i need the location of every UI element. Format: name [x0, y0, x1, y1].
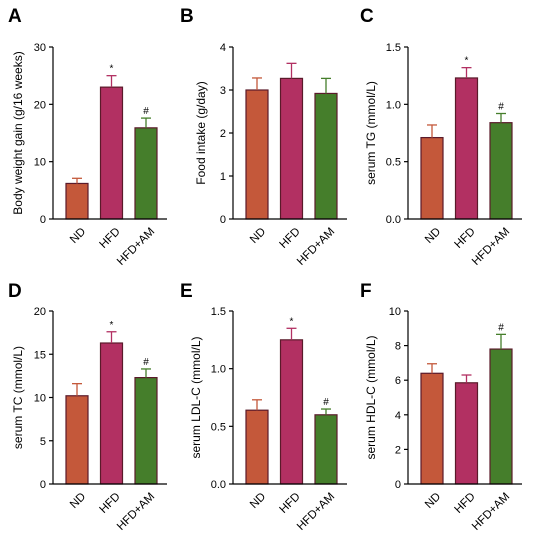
y-axis-label-a: Body weight gain (g/16 weeks) — [11, 51, 25, 214]
bar-b-1 — [245, 89, 269, 220]
y-tick-label-f: 2 — [395, 444, 401, 456]
y-tick-label-a: 20 — [34, 99, 46, 111]
category-label-f-3: HFD+AM — [470, 491, 512, 533]
significance-mark-a-2: * — [110, 64, 114, 75]
category-label-d-3: HFD+AM — [115, 491, 157, 533]
y-tick-label-f: 8 — [395, 341, 401, 353]
category-label-e-3: HFD+AM — [295, 491, 337, 533]
bar-f-3 — [489, 348, 513, 485]
panel-letter-f: F — [360, 281, 372, 302]
y-tick-label-a: 0 — [40, 214, 46, 226]
y-tick-label-a: 10 — [34, 157, 46, 169]
bar-e-2 — [279, 339, 304, 485]
category-label-f-2: HFD — [453, 491, 478, 516]
bar-a-1 — [65, 182, 89, 220]
y-tick-label-b: 0 — [220, 214, 226, 226]
bar-f-2 — [454, 382, 479, 485]
y-tick-label-e: 0.0 — [211, 479, 226, 491]
y-tick-label-e: 1.5 — [211, 306, 226, 318]
bar-a-2 — [99, 86, 124, 220]
significance-mark-f-3: # — [498, 322, 504, 333]
category-label-a-2: HFD — [98, 226, 123, 251]
y-tick-label-b: 1 — [220, 171, 226, 183]
y-tick-label-f: 4 — [395, 410, 401, 422]
category-label-b-2: HFD — [278, 226, 303, 251]
y-tick-label-f: 6 — [395, 375, 401, 387]
significance-mark-c-2: * — [465, 56, 469, 67]
bar-e-3 — [314, 414, 338, 485]
panel-letter-d: D — [8, 281, 22, 302]
category-label-d-2: HFD — [98, 491, 123, 516]
y-tick-label-c: 1.0 — [386, 99, 401, 111]
significance-mark-e-2: * — [290, 316, 294, 327]
y-tick-label-d: 5 — [40, 436, 46, 448]
bar-c-1 — [420, 136, 444, 220]
panel-letter-e: E — [180, 281, 193, 302]
y-tick-label-c: 0.0 — [386, 214, 401, 226]
y-tick-label-c: 0.5 — [386, 157, 401, 169]
bar-c-2 — [454, 77, 479, 220]
category-label-b-3: HFD+AM — [295, 226, 337, 268]
category-label-c-2: HFD — [453, 226, 478, 251]
y-tick-label-b: 4 — [220, 42, 226, 54]
bar-b-2 — [279, 77, 304, 220]
significance-mark-a-3: # — [143, 106, 149, 117]
y-axis-label-f: serum HDL-C (mmol/L) — [364, 335, 378, 459]
y-axis-label-b: Food intake (g/day) — [194, 81, 208, 184]
category-label-e-1: ND — [248, 491, 268, 511]
y-tick-label-a: 30 — [34, 42, 46, 54]
category-label-b-1: ND — [248, 226, 268, 246]
y-tick-label-e: 0.5 — [211, 421, 226, 433]
bar-c-3 — [489, 122, 513, 220]
category-label-d-1: ND — [68, 491, 88, 511]
y-tick-label-d: 20 — [34, 306, 46, 318]
bar-e-1 — [245, 409, 269, 485]
bar-d-3 — [134, 377, 158, 485]
significance-mark-c-3: # — [498, 102, 504, 113]
significance-mark-e-3: # — [323, 397, 329, 408]
y-axis-label-d: serum TC (mmol/L) — [11, 346, 25, 449]
y-tick-label-d: 10 — [34, 393, 46, 405]
y-axis-label-e: serum LDL-C (mmol/L) — [189, 336, 203, 458]
significance-mark-d-2: * — [110, 320, 114, 331]
category-label-a-3: HFD+AM — [115, 226, 157, 268]
category-label-c-3: HFD+AM — [470, 226, 512, 268]
bar-a-3 — [134, 127, 158, 220]
panel-letter-a: A — [8, 6, 22, 27]
category-label-c-1: ND — [423, 226, 443, 246]
bar-d-1 — [65, 395, 89, 485]
bar-d-2 — [99, 342, 124, 485]
y-tick-label-f: 0 — [395, 479, 401, 491]
y-tick-label-b: 2 — [220, 128, 226, 140]
category-label-f-1: ND — [423, 491, 443, 511]
y-axis-label-c: serum TG (mmol/L) — [364, 81, 378, 185]
y-tick-label-d: 0 — [40, 479, 46, 491]
significance-mark-d-3: # — [143, 357, 149, 368]
y-tick-label-e: 1.0 — [211, 364, 226, 376]
y-tick-label-c: 1.5 — [386, 42, 401, 54]
y-tick-label-d: 15 — [34, 349, 46, 361]
category-label-a-1: ND — [68, 226, 88, 246]
bar-f-1 — [420, 372, 444, 485]
panel-letter-c: C — [360, 6, 374, 27]
bar-b-3 — [314, 92, 338, 220]
y-tick-label-f: 10 — [389, 306, 401, 318]
panel-letter-b: B — [180, 6, 194, 27]
y-tick-label-b: 3 — [220, 85, 226, 97]
category-label-e-2: HFD — [278, 491, 303, 516]
